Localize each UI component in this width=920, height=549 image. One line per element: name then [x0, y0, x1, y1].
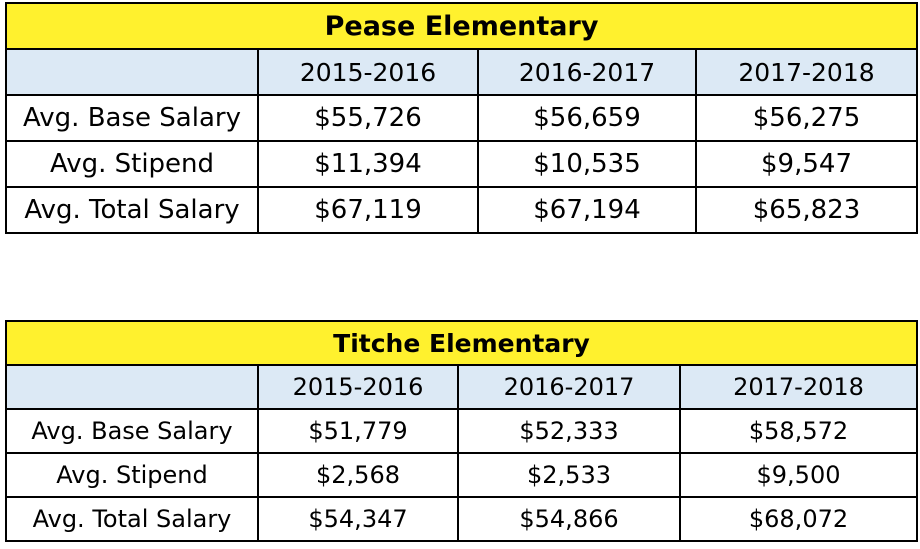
header-corner-cell	[5, 48, 259, 96]
column-header: 2016-2017	[477, 48, 697, 96]
table-cell: $52,333	[457, 408, 681, 454]
table-title: Titche Elementary	[4, 320, 919, 366]
table-row: Avg. Base Salary $55,726 $56,659 $56,275	[5, 94, 919, 142]
header-row: 2015-2016 2016-2017 2017-2018	[5, 364, 919, 410]
header-row: 2015-2016 2016-2017 2017-2018	[5, 48, 919, 96]
row-label: Avg. Total Salary	[5, 496, 259, 542]
table-cell: $68,072	[678, 496, 919, 542]
row-label: Avg. Base Salary	[5, 408, 259, 454]
row-label: Avg. Stipend	[5, 452, 259, 498]
header-corner-cell	[5, 364, 259, 410]
table-row: Avg. Stipend $11,394 $10,535 $9,547	[5, 140, 919, 188]
table-cell: $65,823	[694, 186, 919, 234]
row-label: Avg. Stipend	[5, 140, 259, 188]
table-cell: $9,500	[678, 452, 919, 498]
table-cell: $51,779	[257, 408, 459, 454]
row-label: Avg. Base Salary	[5, 94, 259, 142]
column-header: 2015-2016	[257, 48, 479, 96]
column-header: 2017-2018	[678, 364, 919, 410]
table-title: Pease Elementary	[4, 2, 919, 50]
table-cell: $67,194	[477, 186, 697, 234]
titche-salary-table: Titche Elementary 2015-2016 2016-2017 20…	[4, 320, 919, 542]
table-cell: $58,572	[678, 408, 919, 454]
table-cell: $2,533	[457, 452, 681, 498]
table-row: Avg. Base Salary $51,779 $52,333 $58,572	[5, 408, 919, 454]
table-cell: $56,659	[477, 94, 697, 142]
table-cell: $55,726	[257, 94, 479, 142]
table-cell: $11,394	[257, 140, 479, 188]
table-cell: $54,866	[457, 496, 681, 542]
table-cell: $10,535	[477, 140, 697, 188]
table-cell: $54,347	[257, 496, 459, 542]
table-cell: $9,547	[694, 140, 919, 188]
table-row: Avg. Total Salary $67,119 $67,194 $65,82…	[5, 186, 919, 234]
table-cell: $56,275	[694, 94, 919, 142]
table-cell: $2,568	[257, 452, 459, 498]
pease-salary-table: Pease Elementary 2015-2016 2016-2017 201…	[4, 2, 919, 234]
row-label: Avg. Total Salary	[5, 186, 259, 234]
column-header: 2017-2018	[694, 48, 919, 96]
table-row: Avg. Total Salary $54,347 $54,866 $68,07…	[5, 496, 919, 542]
column-header: 2015-2016	[257, 364, 459, 410]
column-header: 2016-2017	[457, 364, 681, 410]
table-row: Avg. Stipend $2,568 $2,533 $9,500	[5, 452, 919, 498]
table-cell: $67,119	[257, 186, 479, 234]
